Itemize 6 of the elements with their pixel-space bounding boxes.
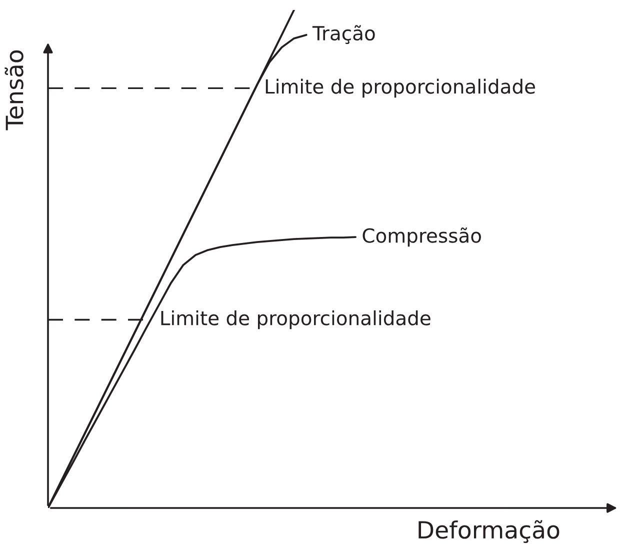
- y-axis-title: Tensão: [4, 50, 24, 130]
- series-label: Tração: [312, 25, 375, 44]
- series-label: Compressão: [362, 228, 481, 247]
- x-axis-title: Deformação: [418, 520, 560, 543]
- ref-line-label: Limite de proporcionalidade: [161, 310, 430, 330]
- ref-line-label: Limite de proporcionalidade: [266, 78, 535, 98]
